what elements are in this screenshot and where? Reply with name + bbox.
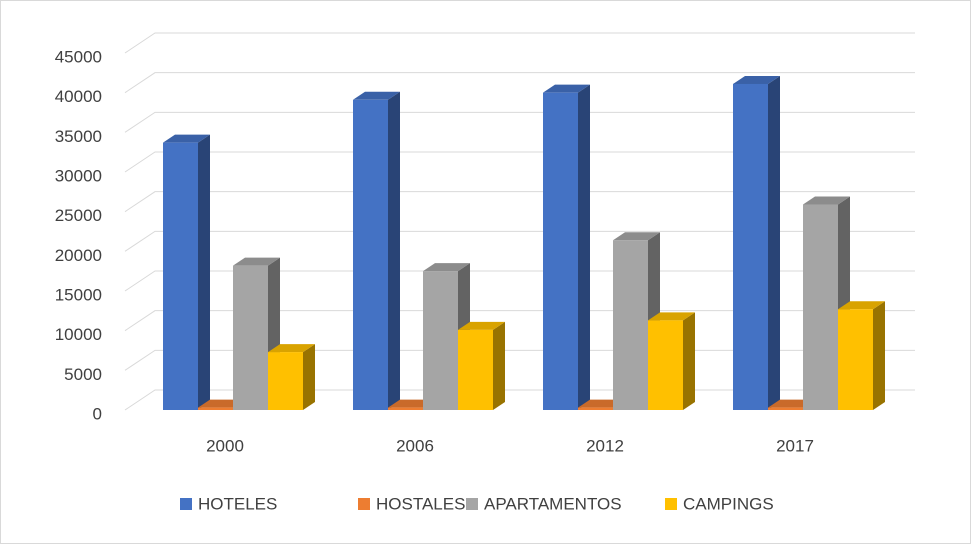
bar-front xyxy=(838,309,873,410)
y-tick-label: 30000 xyxy=(55,166,102,185)
bar-side xyxy=(198,134,210,410)
bar xyxy=(543,84,590,411)
grid-line xyxy=(124,151,915,173)
legend-label: HOTELES xyxy=(198,494,277,513)
y-tick-label: 35000 xyxy=(55,127,102,146)
bar xyxy=(648,312,695,410)
bar-top xyxy=(838,301,885,310)
bar-side xyxy=(578,84,590,411)
bar-top xyxy=(458,321,505,330)
bar-top xyxy=(543,84,590,93)
bar-top xyxy=(733,75,780,84)
bar xyxy=(233,257,280,410)
bar-side xyxy=(768,75,780,410)
legend-swatch xyxy=(180,498,192,510)
bar xyxy=(458,321,505,410)
y-tick-label: 15000 xyxy=(55,285,102,304)
legend-label: HOSTALES xyxy=(376,494,465,513)
bar xyxy=(353,91,400,410)
x-tick-label: 2012 xyxy=(586,436,624,455)
grid-line xyxy=(124,111,915,133)
bar-side xyxy=(683,312,695,410)
y-tick-label: 25000 xyxy=(55,206,102,225)
bar-front xyxy=(233,265,268,410)
legend-label: APARTAMENTOS xyxy=(484,494,622,513)
y-tick-label: 40000 xyxy=(55,87,102,106)
bar-side xyxy=(388,91,400,410)
grid-line xyxy=(124,270,915,292)
bar-front xyxy=(648,320,683,410)
grid-line xyxy=(124,72,915,94)
legend-swatch xyxy=(358,498,370,510)
y-tick-label: 10000 xyxy=(55,325,102,344)
bar-front xyxy=(163,142,198,410)
bar-side xyxy=(303,344,315,410)
grid-line xyxy=(124,310,915,332)
y-tick-label: 0 xyxy=(93,404,102,423)
bar xyxy=(838,301,885,410)
y-tick-label: 20000 xyxy=(55,246,102,265)
legend-swatch xyxy=(466,498,478,510)
bar-top xyxy=(233,257,280,266)
bar-front xyxy=(388,407,423,410)
bar xyxy=(733,75,780,410)
bar-front xyxy=(543,92,578,411)
grid-line xyxy=(124,230,915,252)
bar-front xyxy=(803,204,838,410)
bar-side xyxy=(493,321,505,410)
legend-swatch xyxy=(665,498,677,510)
grid-line xyxy=(124,191,915,213)
x-tick-label: 2006 xyxy=(396,436,434,455)
bar-top xyxy=(163,134,210,143)
bar-top xyxy=(423,263,470,272)
bar-front xyxy=(613,240,648,410)
bar-front xyxy=(198,407,233,410)
bar-front xyxy=(423,271,458,410)
y-tick-label: 5000 xyxy=(64,365,102,384)
grid-line xyxy=(124,32,915,54)
bar xyxy=(268,344,315,410)
bar-top xyxy=(648,312,695,321)
bar-side xyxy=(873,301,885,410)
bar-top xyxy=(613,232,660,241)
y-tick-label: 45000 xyxy=(55,47,102,66)
bar-front xyxy=(268,352,303,410)
bar-front xyxy=(578,407,613,410)
x-tick-label: 2017 xyxy=(776,436,814,455)
bar-top xyxy=(268,344,315,353)
bar-top xyxy=(803,196,850,205)
bar xyxy=(163,134,210,410)
bar-top xyxy=(353,91,400,100)
bar-front xyxy=(768,407,803,410)
x-tick-label: 2000 xyxy=(206,436,244,455)
bar-front xyxy=(458,329,493,410)
bar-front xyxy=(353,99,388,410)
bar-front xyxy=(733,83,768,410)
legend-label: CAMPINGS xyxy=(683,494,774,513)
